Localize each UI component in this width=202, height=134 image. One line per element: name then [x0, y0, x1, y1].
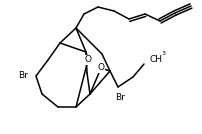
Text: O: O: [84, 55, 92, 64]
Text: CH: CH: [149, 55, 162, 64]
Text: 3: 3: [162, 51, 166, 56]
Text: Br: Br: [18, 72, 28, 81]
Text: Br: Br: [115, 92, 125, 101]
Text: O: O: [98, 64, 104, 72]
